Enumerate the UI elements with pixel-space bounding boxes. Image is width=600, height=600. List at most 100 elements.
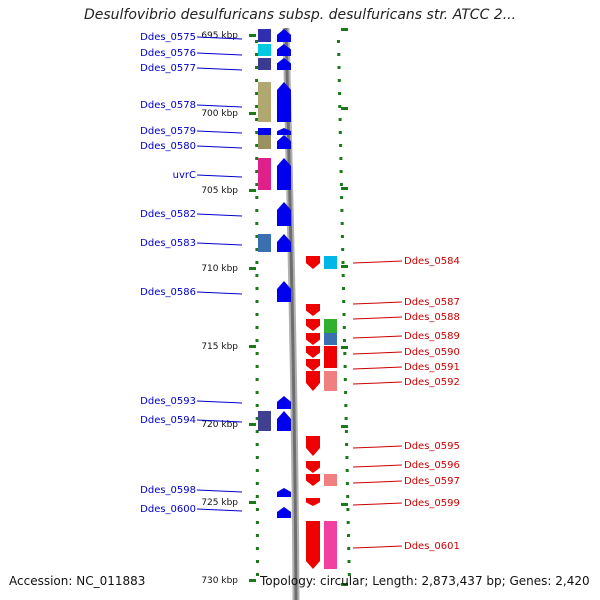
left-gene-label: Ddes_0579: [140, 126, 196, 137]
right-tick-mark: [341, 503, 348, 506]
kbp-tick-mark: [249, 423, 256, 426]
right-tick-mark: [341, 28, 348, 31]
kbp-tick-mark: [249, 267, 256, 270]
right-gene-arrow: [306, 346, 320, 358]
left-guide-dot: [255, 404, 259, 407]
left-guide-dot: [255, 183, 259, 186]
left-guide-dot: [255, 118, 259, 121]
right-gene-leader: [352, 480, 403, 484]
right-guide-dot: [340, 196, 344, 199]
kbp-tick-label: 700 kbp: [201, 109, 238, 119]
left-gene-arrow: [277, 44, 291, 56]
left-guide-dot: [255, 547, 259, 550]
left-gene-arrow: [277, 507, 291, 518]
left-guide-dot: [255, 261, 259, 264]
left-guide-dot: [255, 378, 259, 381]
right-gene-label: Ddes_0589: [404, 331, 460, 342]
left-gene-arrow: [277, 158, 291, 190]
left-guide-dot: [255, 456, 259, 459]
right-gene-label: Ddes_0599: [404, 498, 460, 509]
right-guide-dot: [342, 326, 346, 329]
kbp-tick-mark: [249, 189, 256, 192]
right-guide-dot: [345, 469, 349, 472]
kbp-tick-mark: [249, 501, 256, 504]
right-guide-dot: [344, 417, 348, 420]
right-gene-leader: [352, 260, 403, 264]
accession-text: Accession: NC_011883: [9, 574, 146, 588]
left-gene-cog-box: [258, 82, 271, 122]
left-gene-label: Ddes_0600: [140, 504, 196, 515]
right-gene-label: Ddes_0597: [404, 476, 460, 487]
left-gene-leader: [196, 52, 243, 56]
left-gene-cog-box: [258, 29, 271, 42]
left-gene-arrow: [277, 58, 291, 70]
left-guide-dot: [255, 482, 259, 485]
right-gene-label: Ddes_0592: [404, 377, 460, 388]
left-guide-dot: [255, 495, 259, 498]
right-gene-arrow: [306, 256, 320, 269]
left-gene-label: Ddes_0594: [140, 415, 196, 426]
topology-text: Topology: circular; Length: 2,873,437 bp…: [260, 574, 590, 588]
left-guide-dot: [255, 391, 259, 394]
right-guide-dot: [339, 183, 343, 186]
right-guide-dot: [337, 40, 340, 43]
left-guide-dot: [255, 105, 259, 108]
left-gene-arrow: [277, 234, 291, 252]
left-gene-cog-box: [258, 135, 271, 149]
right-gene-label: Ddes_0596: [404, 460, 460, 471]
right-guide-dot: [347, 534, 350, 537]
left-guide-dot: [256, 560, 259, 563]
left-guide-dot: [255, 170, 259, 173]
right-guide-dot: [341, 274, 345, 277]
kbp-tick-mark: [249, 579, 256, 582]
left-gene-leader: [196, 145, 243, 149]
left-guide-dot: [255, 40, 258, 43]
right-gene-label: Ddes_0595: [404, 441, 460, 452]
right-gene-label: Ddes_0601: [404, 541, 460, 552]
left-gene-label: Ddes_0593: [140, 396, 196, 407]
left-guide-dot: [255, 157, 259, 160]
left-guide-dot: [255, 534, 259, 537]
right-guide-dot: [345, 443, 349, 446]
right-guide-dot: [346, 508, 350, 511]
left-guide-dot: [255, 326, 259, 329]
right-guide-dot: [342, 287, 345, 290]
right-gene-label: Ddes_0587: [404, 297, 460, 308]
right-gene-leader: [352, 301, 403, 305]
left-guide-dot: [255, 521, 259, 524]
right-gene-arrow: [306, 371, 320, 391]
left-gene-leader: [196, 489, 243, 493]
kbp-tick-mark: [249, 34, 256, 37]
right-guide-dot: [339, 170, 343, 173]
right-gene-cog-box: [324, 333, 337, 345]
right-tick-mark: [341, 346, 348, 349]
right-gene-label: Ddes_0584: [404, 256, 460, 267]
left-gene-label: Ddes_0583: [140, 238, 196, 249]
right-guide-dot: [344, 391, 348, 394]
right-gene-arrow: [306, 498, 320, 506]
right-guide-dot: [343, 339, 346, 342]
left-gene-arrow: [277, 135, 291, 149]
right-gene-cog-box: [324, 474, 337, 486]
right-gene-arrow: [306, 474, 320, 486]
right-guide-dot: [343, 378, 347, 381]
right-gene-label: Ddes_0588: [404, 312, 460, 323]
right-tick-mark: [341, 583, 348, 586]
right-guide-dot: [339, 144, 343, 147]
right-guide-dot: [345, 456, 349, 459]
right-tick-mark: [341, 425, 348, 428]
left-gene-leader: [196, 508, 243, 512]
left-guide-dot: [255, 417, 259, 420]
right-guide-dot: [337, 66, 341, 69]
left-gene-cog-box: [258, 58, 271, 70]
left-gene-leader: [196, 36, 243, 40]
left-guide-dot: [255, 92, 259, 95]
left-guide-dot: [255, 469, 259, 472]
right-gene-leader: [352, 545, 403, 549]
left-guide-dot: [255, 209, 259, 212]
left-guide-dot: [255, 131, 259, 134]
right-guide-dot: [343, 352, 347, 355]
left-gene-leader: [196, 400, 243, 404]
left-gene-cog-box: [258, 411, 271, 431]
